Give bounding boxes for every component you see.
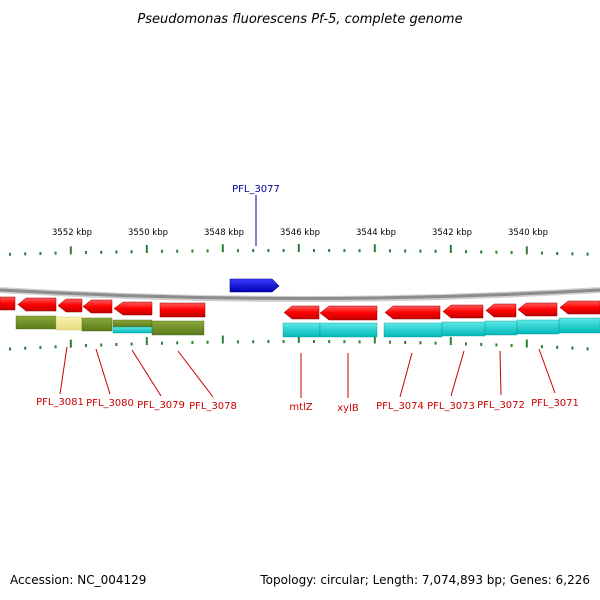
pfl-3073-leader (450, 350, 465, 397)
scale-tick-label: 3544 kbp (356, 228, 396, 238)
inner-tick-row (9, 335, 589, 351)
gene-label-pfl-3080[interactable]: PFL_3080 (86, 398, 134, 409)
gene-leader-lines (59, 346, 556, 398)
gene-arrow[interactable] (283, 305, 320, 320)
pfl-3071-leader (538, 348, 556, 394)
scale-tick-label: 3540 kbp (508, 228, 548, 238)
gene-label-row: PFL_3081 PFL_3080 PFL_3079 PFL_3078 mtlZ… (36, 397, 579, 414)
pfl-3080-leader (95, 348, 111, 395)
gene-arrow[interactable] (485, 303, 517, 318)
gene-label-pfl-3071[interactable]: PFL_3071 (531, 398, 579, 409)
map-title: Pseudomonas fluorescens Pf-5, complete g… (137, 12, 462, 27)
genome-summary-text: Topology: circular; Length: 7,074,893 bp… (260, 573, 590, 587)
pfl-3072-leader (499, 350, 502, 396)
cog-block (151, 320, 205, 336)
cog-block (441, 321, 486, 337)
cog-track (15, 315, 600, 338)
pfl-3079-leader (131, 349, 162, 397)
scale-tick-label: 3552 kbp (52, 228, 92, 238)
gene-arrow[interactable] (82, 299, 113, 314)
gene-label-pfl-3081[interactable]: PFL_3081 (36, 397, 84, 408)
gene-arrow[interactable] (559, 300, 600, 315)
cog-block (112, 326, 153, 334)
cog-block (282, 322, 321, 338)
gene-arrow[interactable] (517, 302, 558, 317)
accession-text: Accession: NC_004129 (10, 573, 147, 587)
gene-arrow[interactable] (0, 296, 16, 311)
gene-label-pfl-3072[interactable]: PFL_3072 (477, 400, 525, 411)
cog-block (319, 322, 378, 338)
scale-tick-label: 3548 kbp (204, 228, 244, 238)
gene-arrow[interactable] (113, 301, 153, 316)
scale-tick-label: 3550 kbp (128, 228, 168, 238)
gene-arrow[interactable] (319, 305, 378, 321)
cog-block (558, 317, 600, 334)
cog-block (516, 319, 560, 335)
backbone (0, 288, 600, 300)
gene-label-pfl-3079[interactable]: PFL_3079 (137, 400, 185, 411)
pfl-3078-leader (177, 350, 214, 398)
pfl-3074-leader (399, 352, 413, 398)
gene-label-xylb[interactable]: xylB (337, 403, 359, 414)
scale-tick-label: 3546 kbp (280, 228, 320, 238)
gene-arrow[interactable] (442, 304, 484, 319)
scale-tick-label: 3542 kbp (432, 228, 472, 238)
gene-arrow[interactable] (17, 297, 57, 312)
gene-label-pfl-3074[interactable]: PFL_3074 (376, 401, 424, 412)
gene-pfl-3077[interactable] (229, 278, 280, 293)
gene-arrow[interactable] (159, 302, 206, 318)
gene-label-pfl-3073[interactable]: PFL_3073 (427, 401, 475, 412)
cog-block (55, 316, 83, 331)
gene-label-pfl-3077[interactable]: PFL_3077 (232, 184, 280, 195)
cog-block (484, 320, 518, 336)
reverse-gene-track (0, 296, 600, 321)
pfl-3081-leader (59, 346, 68, 395)
cog-block (383, 322, 443, 338)
gene-label-mtlz[interactable]: mtlZ (289, 402, 312, 413)
gene-arrow[interactable] (57, 298, 83, 313)
tick-label-row: 3552 kbp 3550 kbp 3548 kbp 3546 kbp 3544 kbp… (52, 228, 548, 238)
cog-block (15, 315, 57, 330)
gene-label-pfl-3078[interactable]: PFL_3078 (189, 401, 237, 412)
cog-block (81, 317, 113, 332)
cog-block (112, 319, 153, 328)
outer-tick-row (9, 244, 589, 256)
gene-arrow[interactable] (384, 305, 441, 320)
